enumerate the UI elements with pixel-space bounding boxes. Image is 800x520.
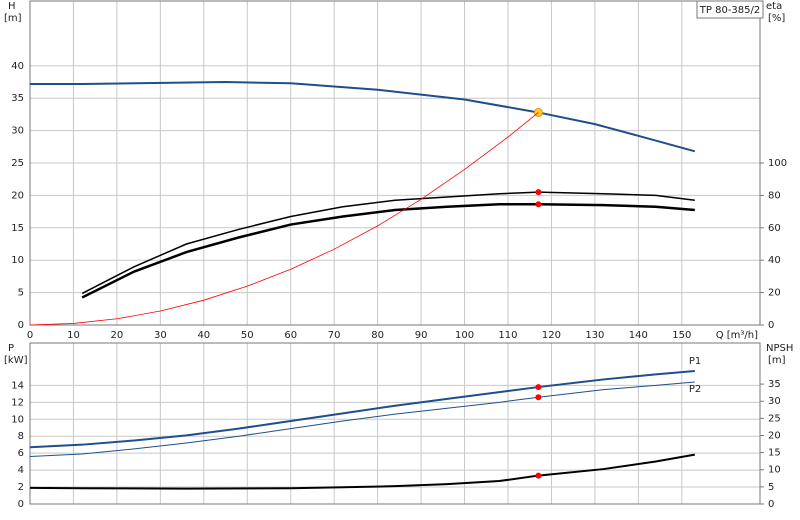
y2-axis-label: eta (766, 1, 782, 12)
y-tick-label: 5 (18, 288, 24, 299)
y2-tick-label: 5 (768, 482, 774, 493)
y2-tick-label: 20 (768, 288, 781, 299)
y-tick-label: 25 (11, 158, 24, 169)
y2-tick-label: 30 (768, 396, 781, 407)
y-tick-label: 0 (18, 499, 24, 510)
y-tick-label: 6 (18, 448, 24, 459)
y2-tick-label: 40 (768, 255, 781, 266)
x-tick-label: 100 (455, 330, 474, 341)
operating-point (535, 201, 542, 208)
series-label: P1 (689, 356, 701, 367)
y2-tick-label: 10 (768, 465, 781, 476)
x-tick-label: 130 (585, 330, 604, 341)
y2-axis-unit: [%] (768, 13, 785, 24)
x-tick-label: 90 (415, 330, 428, 341)
y-tick-label: 12 (11, 397, 24, 408)
y-tick-label: 10 (11, 414, 24, 425)
series-line (30, 80, 696, 153)
plot-frame (29, 342, 761, 505)
x-tick-label: 150 (672, 330, 691, 341)
series-line (81, 203, 695, 299)
y2-axis-label: NPSH (766, 343, 793, 354)
y-tick-label: 10 (11, 255, 24, 266)
y2-tick-label: 15 (768, 448, 781, 459)
x-tick-label: 10 (67, 330, 80, 341)
x-tick-label: 20 (111, 330, 124, 341)
y-tick-label: 8 (18, 431, 24, 442)
y-tick-label: 20 (11, 190, 24, 201)
y-tick-label: 0 (18, 320, 24, 331)
y-axis-label: H (8, 1, 16, 12)
x-tick-label: 60 (284, 330, 297, 341)
operating-point (535, 384, 542, 391)
series-line (29, 453, 695, 490)
x-tick-label: 80 (371, 330, 384, 341)
y-tick-label: 30 (11, 126, 24, 137)
chart-title: TP 80-385/2 (699, 5, 760, 16)
operating-point (535, 189, 542, 196)
y-tick-label: 2 (18, 482, 24, 493)
series-line (29, 381, 695, 458)
y-axis-unit: [kW] (4, 355, 28, 366)
y-tick-label: 40 (11, 61, 24, 72)
y-axis-unit: [m] (4, 13, 22, 24)
y2-tick-label: 0 (768, 320, 774, 331)
x-tick-label: 110 (498, 330, 517, 341)
series-line (29, 369, 695, 449)
operating-point (535, 472, 542, 479)
y2-tick-label: 0 (768, 499, 774, 510)
plot-frame (29, 0, 761, 326)
y-tick-label: 15 (11, 223, 24, 234)
series-label: P2 (689, 384, 701, 395)
y-tick-label: 14 (11, 380, 24, 391)
y2-tick-label: 100 (768, 158, 787, 169)
operating-point (535, 394, 542, 401)
y2-axis-unit: [m] (768, 355, 786, 366)
title-box (696, 0, 764, 19)
y-tick-label: 35 (11, 93, 24, 104)
x-axis-label: Q [m³/h] (716, 330, 758, 341)
x-tick-label: 120 (542, 330, 561, 341)
series-line (81, 191, 695, 295)
x-tick-label: 50 (241, 330, 254, 341)
x-tick-label: 40 (197, 330, 210, 341)
y-tick-label: 4 (18, 465, 24, 476)
y2-tick-label: 60 (768, 223, 781, 234)
x-tick-label: 30 (154, 330, 167, 341)
series-line (29, 112, 539, 326)
y2-tick-label: 20 (768, 430, 781, 441)
y2-tick-label: 25 (768, 413, 781, 424)
y2-tick-label: 35 (768, 379, 781, 390)
x-tick-label: 140 (629, 330, 648, 341)
x-tick-label: 70 (328, 330, 341, 341)
y-axis-label: P (8, 343, 14, 354)
y2-tick-label: 80 (768, 190, 781, 201)
x-tick-label: 0 (27, 330, 33, 341)
